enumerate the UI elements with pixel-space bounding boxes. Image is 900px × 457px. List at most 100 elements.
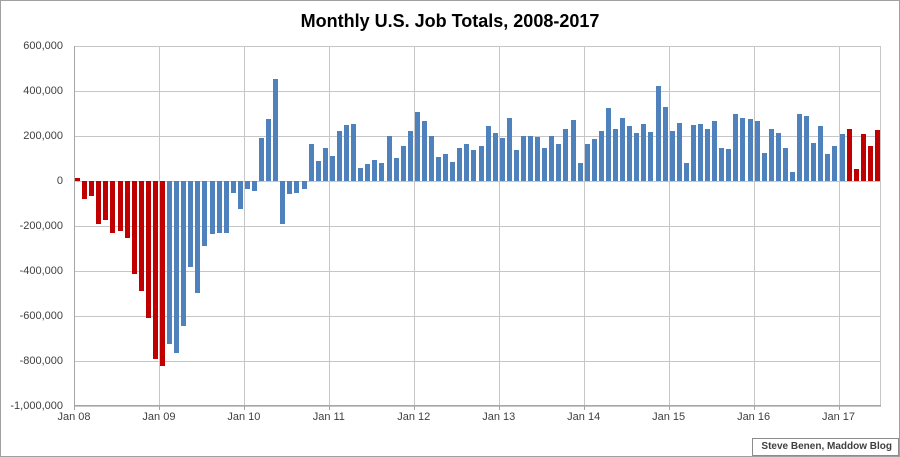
chart-title: Monthly U.S. Job Totals, 2008-2017 <box>300 11 600 31</box>
month-bar <box>124 181 130 238</box>
month-bar <box>457 148 463 181</box>
year-gridline <box>328 46 330 406</box>
month-bar <box>874 130 880 181</box>
month-bar <box>535 136 541 181</box>
month-bar <box>280 181 286 225</box>
month-bar <box>839 133 845 181</box>
x-axis-tick <box>753 406 755 410</box>
month-bar <box>273 79 279 181</box>
month-bar <box>329 156 335 181</box>
month-bar <box>82 181 88 200</box>
month-bar <box>811 142 817 181</box>
month-bar <box>825 154 831 181</box>
month-bar <box>259 138 265 181</box>
y-tick-label: 600,000 <box>23 40 63 52</box>
month-bar <box>556 144 562 181</box>
month-bar <box>315 160 321 181</box>
y-tick-label: -800,000 <box>19 355 63 367</box>
month-bar <box>790 171 795 181</box>
gridline <box>74 316 881 317</box>
x-tick-label: Jan 10 <box>227 411 261 423</box>
month-bar <box>676 122 682 181</box>
month-bar <box>613 128 619 181</box>
month-bar <box>386 136 392 181</box>
month-bar <box>570 120 576 181</box>
month-bar <box>436 156 442 181</box>
x-axis-line <box>74 405 881 406</box>
y-tick-label: 0 <box>56 175 63 187</box>
x-axis-tick <box>498 406 500 410</box>
month-bar <box>89 181 95 197</box>
month-bar <box>351 124 357 181</box>
month-bar <box>75 177 81 181</box>
month-bar <box>733 114 739 181</box>
attribution: Steve Benen, Maddow Blog <box>752 438 899 456</box>
month-bar <box>513 150 519 181</box>
gridline <box>74 361 881 362</box>
x-tick-label: Jan 09 <box>142 411 176 423</box>
x-axis-tick <box>838 406 840 410</box>
month-bar <box>188 181 194 267</box>
month-bar <box>174 181 180 353</box>
month-bar <box>683 162 689 181</box>
month-bar <box>528 136 534 181</box>
x-tick-label: Jan 17 <box>822 411 856 423</box>
month-bar <box>336 131 342 181</box>
month-bar <box>768 129 774 181</box>
month-bar <box>754 120 760 181</box>
month-bar <box>471 150 477 181</box>
month-bar <box>216 181 222 233</box>
month-bar <box>542 147 548 181</box>
month-bar <box>605 107 611 181</box>
x-axis-tick <box>243 406 245 410</box>
month-bar <box>167 181 173 345</box>
month-bar <box>464 144 470 181</box>
x-axis-tick <box>413 406 415 410</box>
month-bar <box>103 181 109 221</box>
x-tick-label: Jan 14 <box>567 411 601 423</box>
y-tick-label: -600,000 <box>19 310 63 322</box>
month-bar <box>620 117 626 181</box>
month-bar <box>308 144 314 181</box>
month-bar <box>846 129 852 181</box>
month-bar <box>506 118 512 181</box>
month-bar <box>393 157 399 181</box>
month-bar <box>344 125 350 181</box>
gridline <box>74 226 881 227</box>
month-bar <box>138 181 144 292</box>
month-bar <box>131 181 137 275</box>
x-axis-tick <box>583 406 585 410</box>
month-bar <box>705 129 711 181</box>
month-bar <box>499 138 505 181</box>
month-bar <box>358 168 364 181</box>
gridline <box>74 181 881 182</box>
month-bar <box>407 131 413 181</box>
month-bar <box>195 181 201 293</box>
month-bar <box>209 181 215 235</box>
y-tick-label: 200,000 <box>23 130 63 142</box>
month-bar <box>223 181 229 233</box>
month-bar <box>301 181 307 190</box>
month-bar <box>761 152 767 181</box>
month-bar <box>697 123 703 181</box>
month-bar <box>237 181 243 210</box>
month-bar <box>152 181 158 360</box>
month-bar <box>584 143 590 181</box>
month-bar <box>230 181 236 193</box>
month-bar <box>266 119 272 181</box>
month-bar <box>379 162 385 181</box>
month-bar <box>202 181 208 247</box>
plot-area <box>74 46 881 410</box>
month-bar <box>740 117 746 181</box>
year-gridline <box>838 46 840 406</box>
year-gridline <box>498 46 500 406</box>
month-bar <box>853 169 859 181</box>
month-bar <box>598 131 604 181</box>
month-bar <box>252 181 257 191</box>
month-bar <box>867 145 873 181</box>
month-bar <box>747 119 753 181</box>
month-bar <box>159 181 165 366</box>
month-bar <box>712 120 718 181</box>
month-bar <box>145 181 151 318</box>
month-bar <box>521 136 526 181</box>
